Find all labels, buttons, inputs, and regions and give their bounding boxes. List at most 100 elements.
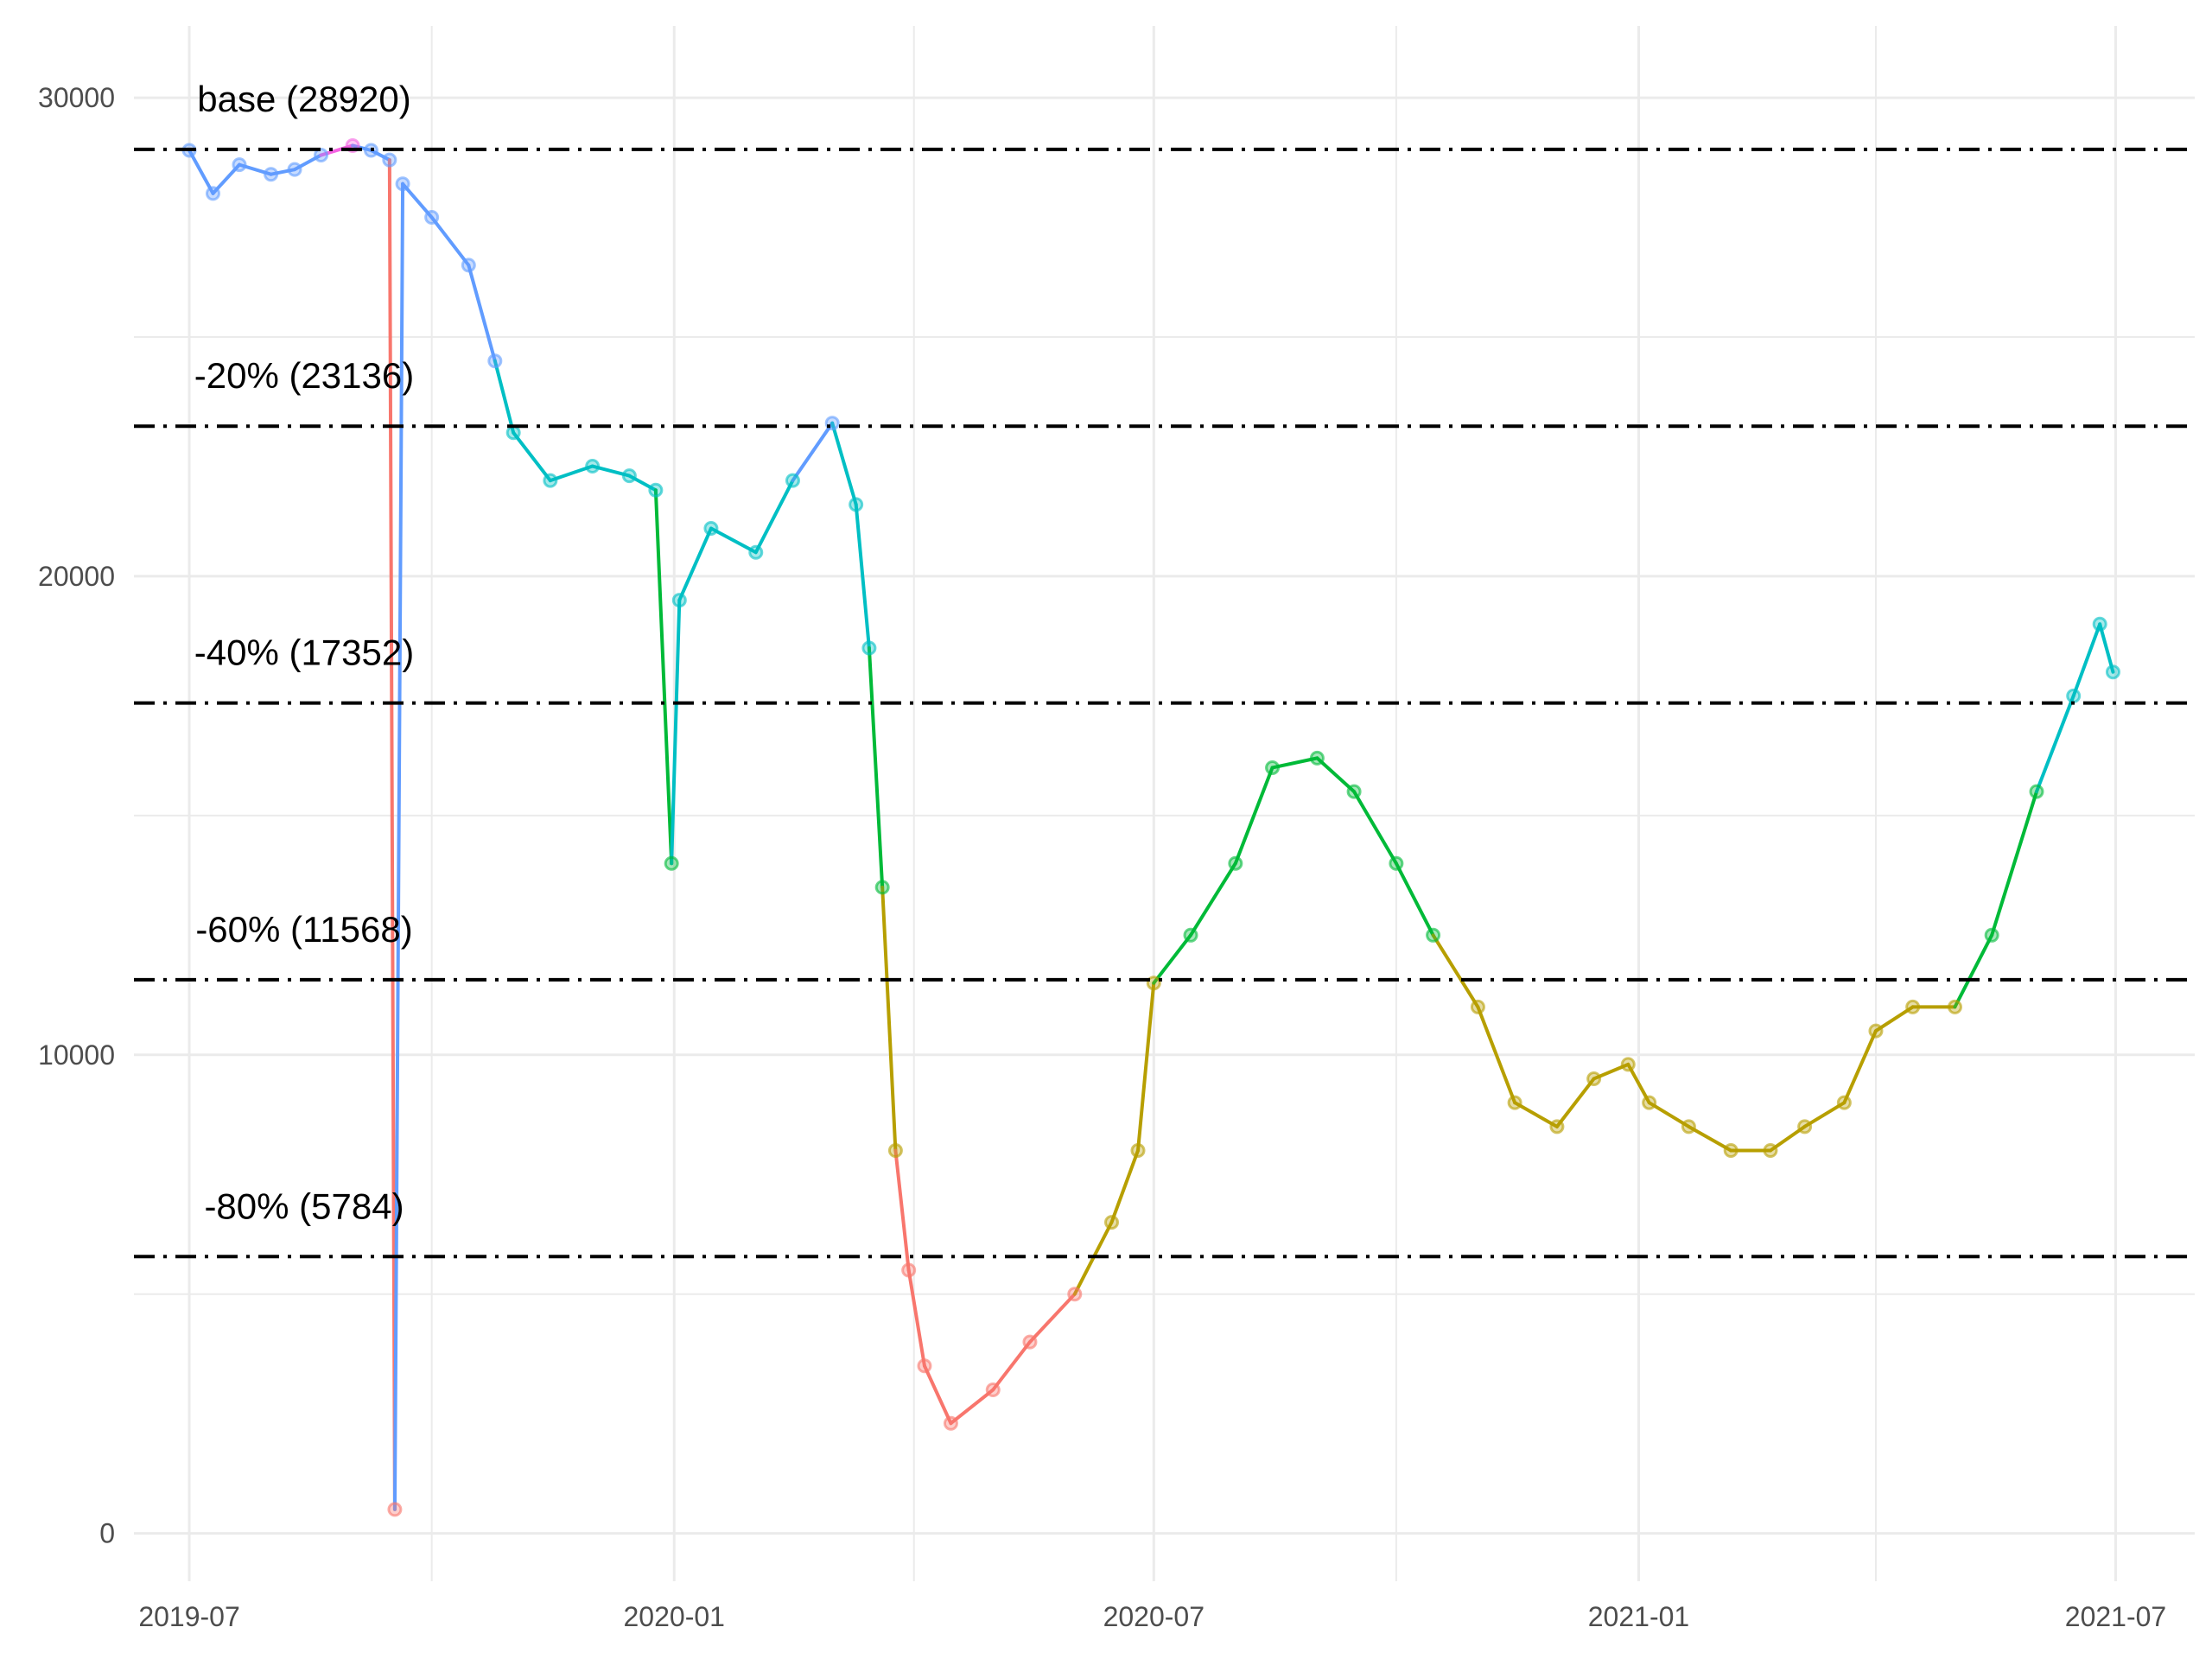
data-point [703,521,719,537]
y-tick-label: 10000 [38,1039,115,1071]
data-point [1723,1143,1738,1159]
data-point [287,162,302,177]
data-point [1620,1057,1636,1072]
series-segment [512,430,552,483]
series-segment [2098,622,2115,674]
data-point [543,473,558,488]
series-segment [1990,790,2039,938]
y-tick-label: 20000 [38,561,115,592]
data-point [1470,999,1485,1014]
data-point [1265,760,1281,775]
series-segment [493,359,516,435]
series-segment [401,181,434,219]
series-segment [1842,1029,1878,1105]
data-point [487,353,503,369]
series-segment [2071,622,2102,698]
data-point [1022,1334,1038,1350]
data-point [849,497,864,512]
data-point [1836,1095,1852,1110]
series-segment [906,1268,926,1368]
y-tick-label: 30000 [38,82,115,113]
data-point [901,1262,917,1278]
data-point [1146,976,1161,991]
data-point [1586,1071,1602,1086]
data-point [917,1358,932,1374]
series-segment [369,149,391,162]
reference-label: base (28920) [197,79,411,119]
data-point [1947,999,1962,1014]
series-segment [791,421,835,483]
data-point [1389,855,1404,871]
x-tick-label: 2020-01 [624,1601,725,1632]
data-point [387,1502,403,1517]
series-segment [1431,933,1480,1009]
data-point [1346,784,1362,799]
data-point [1549,1119,1565,1135]
data-point [861,640,877,656]
series-segment [922,1363,953,1426]
series-segment [830,421,858,506]
reference-label: -80% (5784) [204,1185,404,1226]
data-point [424,210,440,226]
data-point [648,482,664,498]
series-segment [1109,1148,1141,1224]
reference-lines: base (28920) -20% (23136) -40% (17352) -60%… [134,79,2195,1259]
data-point [2066,688,2082,703]
series-segment [1136,981,1156,1153]
series-segment [188,149,215,195]
data-point [1183,927,1198,943]
series-segment [880,885,898,1153]
data-point [1426,927,1441,943]
data-point [505,425,521,441]
axis-labels: 0 10000 20000 30000 2019-07 2020-01 2020-07 202… [38,82,2166,1632]
series-segment [1352,790,1398,866]
x-tick-label: 2020-07 [1103,1601,1205,1632]
series-segment [1394,861,1435,938]
series-segment [1476,1005,1517,1105]
series-segment [677,526,713,602]
reference-label: -40% (17352) [194,632,414,673]
series-segment [949,1388,995,1426]
series-segment [867,646,885,889]
data-point [1642,1095,1657,1110]
series-segment [392,181,405,1511]
y-tick-label: 0 [99,1518,115,1549]
data-point [1797,1119,1813,1135]
data-point [943,1415,958,1431]
series-segment [1233,766,1274,866]
data-point [785,473,800,488]
data-point [382,152,397,168]
series-segment [709,526,758,555]
data-point [264,167,279,182]
series-segment [1513,1101,1559,1128]
data-point [1507,1095,1522,1110]
data-point [1130,1143,1146,1159]
reference-label: -20% (23136) [194,355,414,396]
series-segment [1647,1101,1691,1128]
data-point [1228,855,1243,871]
series-segment [1802,1101,1847,1128]
series-segment [429,215,471,267]
data-point [395,176,410,192]
series-segment [991,1340,1032,1392]
series-segment [269,168,297,176]
data-point [2092,616,2107,632]
data-point [887,1143,903,1159]
data-point [1868,1023,1884,1039]
data-point [314,148,329,163]
series-segment [1027,1292,1077,1344]
data-point [1984,927,1999,943]
series-segment [753,479,795,555]
data-point [748,544,764,560]
series-segment [2035,694,2075,794]
series-segment [1554,1077,1596,1128]
series-segment [854,502,871,650]
data-point [1763,1143,1778,1159]
series-segment [1270,756,1319,770]
series-segment [467,263,497,363]
series-segment [1188,861,1237,938]
data-point [461,257,476,273]
series-segment [1152,933,1192,985]
data-point [985,1382,1001,1397]
